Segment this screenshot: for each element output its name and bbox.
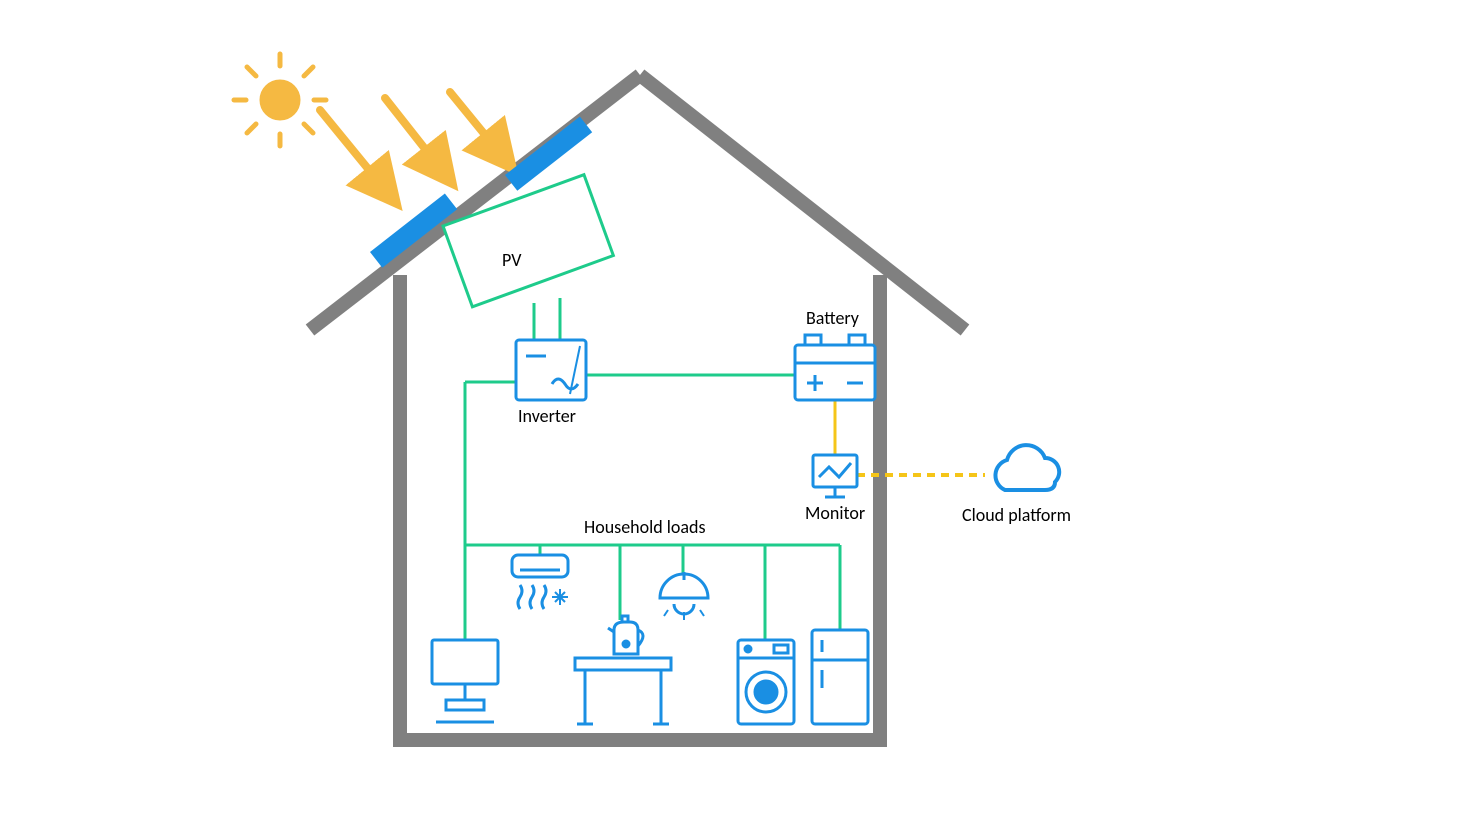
lamp-icon [660, 572, 708, 620]
household-loads-label: Household loads [584, 516, 706, 538]
cloud-label: Cloud platform [962, 504, 1071, 526]
monitor-icon [813, 455, 857, 497]
ac-icon [512, 555, 568, 609]
inverter-icon [516, 340, 586, 400]
solar-home-diagram [0, 0, 1480, 832]
pv-label: PV [502, 249, 521, 271]
washer-icon [738, 640, 794, 724]
kettle-icon [608, 616, 643, 654]
battery-label: Battery [806, 307, 859, 329]
pv-box [443, 175, 613, 307]
battery-icon [795, 335, 875, 400]
table-icon [575, 658, 671, 724]
fridge-icon [812, 630, 868, 724]
monitor-label: Monitor [805, 502, 865, 524]
inverter-label: Inverter [518, 405, 576, 427]
computer-icon [432, 640, 498, 722]
cloud-icon [995, 445, 1059, 490]
sun-icon [234, 54, 326, 146]
sun-rays-arrows [320, 92, 508, 198]
